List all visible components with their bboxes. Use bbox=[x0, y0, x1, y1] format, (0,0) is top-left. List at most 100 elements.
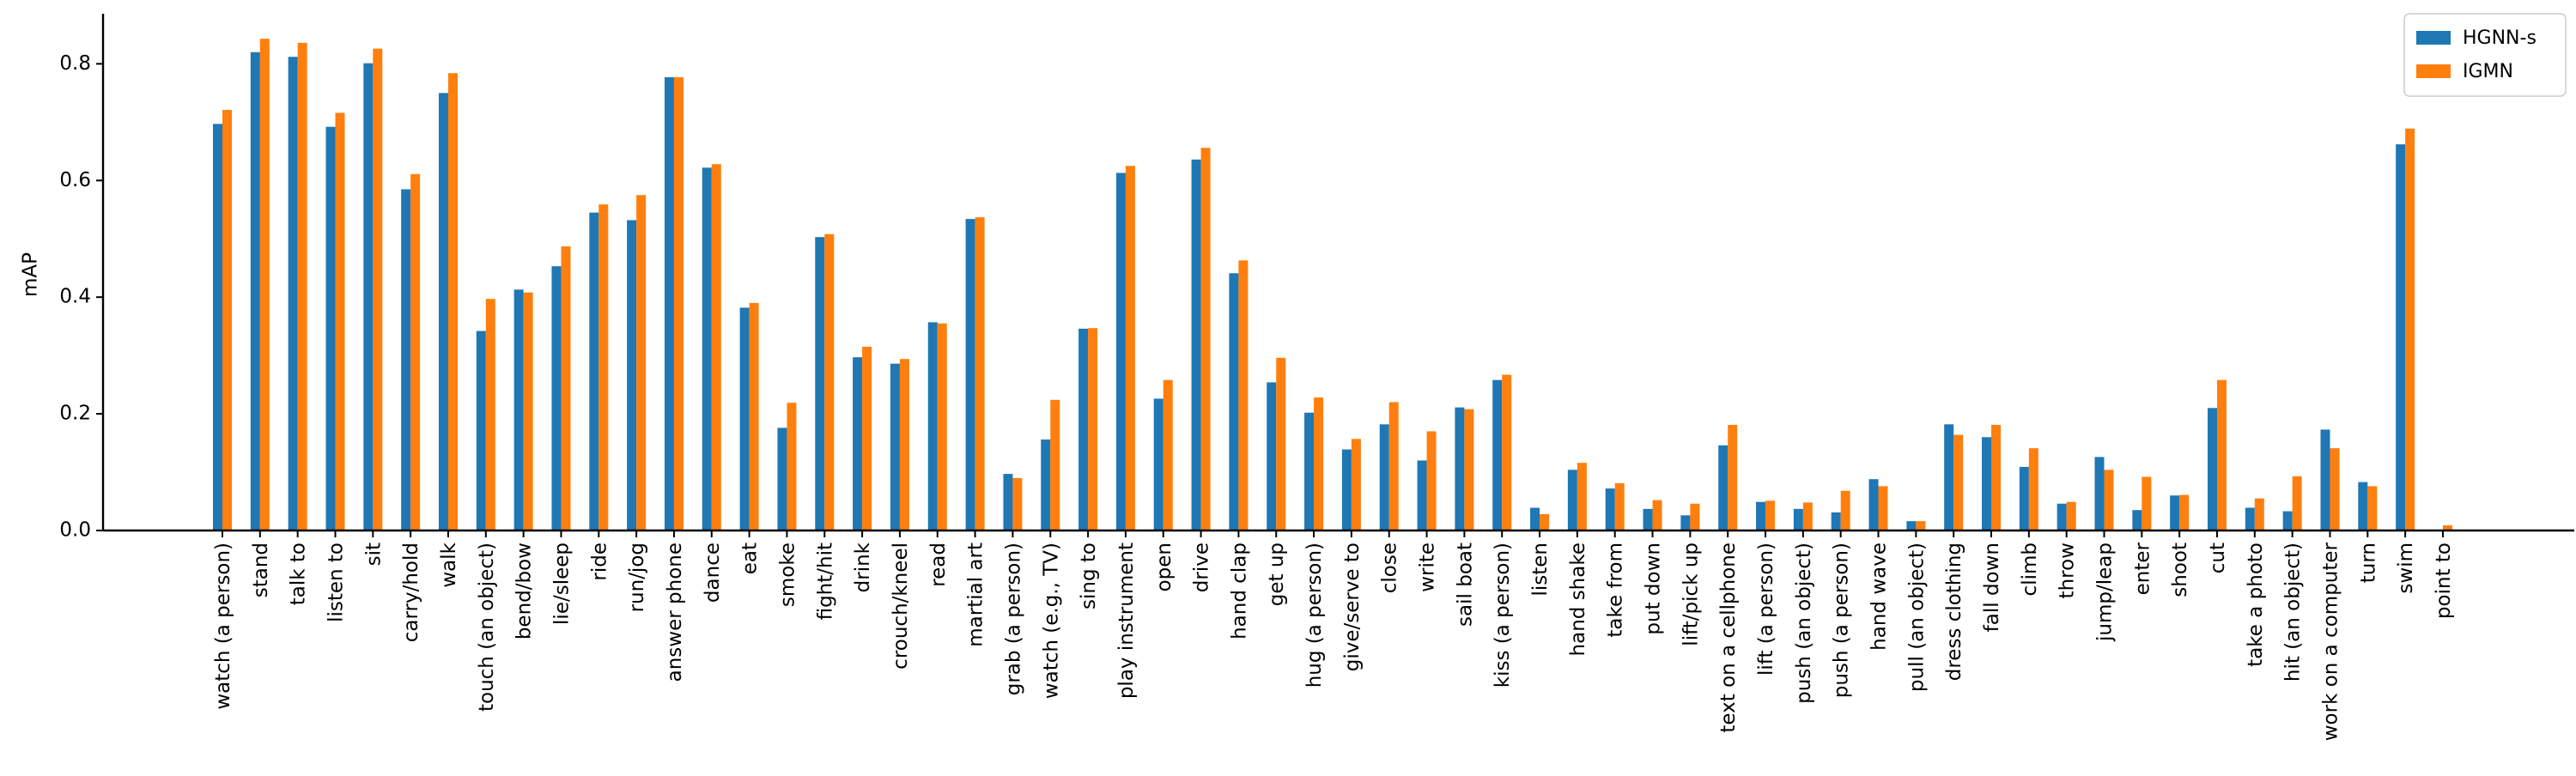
bar-igmn-hit-an-object bbox=[2292, 476, 2302, 530]
x-tick-label: swim bbox=[2395, 543, 2417, 594]
bar-igmn-answer-phone bbox=[673, 76, 683, 531]
bar-igmn-sing-to bbox=[1088, 328, 1098, 530]
x-tick-label: crouch/kneel bbox=[890, 543, 912, 670]
bar-hgnn-s-walk bbox=[438, 93, 448, 530]
bars-layer bbox=[213, 39, 2452, 531]
bar-igmn-eat bbox=[749, 302, 759, 530]
x-tick-label: put down bbox=[1643, 543, 1665, 635]
bar-hgnn-s-drive bbox=[1191, 159, 1201, 530]
bar-hgnn-s-play-instrument bbox=[1115, 173, 1126, 530]
bar-igmn-watch-e-g-tv bbox=[1050, 399, 1060, 530]
bar-igmn-lift-pick-up bbox=[1690, 503, 1700, 530]
bar-hgnn-s-get-up bbox=[1267, 382, 1277, 530]
x-tick-label: enter bbox=[2131, 542, 2154, 595]
x-tick-label: carry/hold bbox=[400, 543, 422, 642]
x-tick-label: take from bbox=[1605, 543, 1627, 638]
axes-layer bbox=[101, 14, 2574, 532]
y-axis-title: mAP bbox=[20, 252, 42, 297]
bar-igmn-kiss-a-person bbox=[1502, 374, 1512, 530]
ticks-layer: watch (a person) stand talk to listen to sit… bbox=[59, 52, 2455, 741]
bar-igmn-run-jog bbox=[636, 195, 647, 530]
legend-label-igmn: IGMN bbox=[2463, 61, 2513, 82]
bar-hgnn-s-lift-pick-up bbox=[1680, 515, 1691, 530]
bar-hgnn-s-text-on-a-cellphone bbox=[1718, 445, 1728, 530]
bar-igmn-crouch-kneel bbox=[899, 359, 909, 530]
x-tick-label: turn bbox=[2357, 543, 2379, 583]
bar-hgnn-s-push-a-person bbox=[1831, 512, 1841, 530]
bar-hgnn-s-write bbox=[1417, 460, 1427, 530]
bar-hgnn-s-listen bbox=[1530, 507, 1540, 530]
x-tick-label: lift/pick up bbox=[1680, 543, 1702, 646]
bar-hgnn-s-throw bbox=[2057, 503, 2067, 530]
bar-hgnn-s-fall-down bbox=[1982, 437, 1992, 530]
bar-hgnn-s-swim bbox=[2396, 144, 2406, 530]
bar-igmn-swim bbox=[2405, 128, 2415, 531]
bar-igmn-talk-to bbox=[297, 42, 307, 530]
bar-hgnn-s-put-down bbox=[1643, 508, 1653, 530]
bar-igmn-bend-bow bbox=[523, 292, 533, 530]
bar-igmn-read bbox=[937, 323, 947, 530]
bar-hgnn-s-carry-hold bbox=[401, 189, 411, 530]
bar-igmn-turn bbox=[2367, 486, 2378, 530]
bar-hgnn-s-sail-boat bbox=[1455, 407, 1465, 530]
x-tick-label: drink bbox=[852, 542, 874, 592]
x-tick-label: get up bbox=[1266, 543, 1288, 606]
x-tick-label: read bbox=[927, 543, 950, 587]
x-tick-label: martial art bbox=[965, 543, 987, 647]
bar-hgnn-s-cut bbox=[2207, 408, 2217, 530]
bar-hgnn-s-sing-to bbox=[1078, 328, 1089, 530]
x-tick-label: fight/hit bbox=[814, 543, 836, 620]
bar-igmn-put-down bbox=[1652, 500, 1662, 530]
bar-igmn-throw bbox=[2066, 501, 2076, 530]
x-tick-label: listen bbox=[1529, 543, 1552, 597]
bar-hgnn-s-eat bbox=[739, 307, 750, 530]
bar-igmn-open bbox=[1163, 379, 1173, 530]
bar-igmn-listen-to bbox=[335, 112, 345, 530]
x-tick-label: push (an object) bbox=[1793, 543, 1815, 704]
x-tick-label: jump/leap bbox=[2094, 543, 2117, 642]
bar-hgnn-s-fight-hit bbox=[815, 237, 825, 530]
bar-hgnn-s-smoke bbox=[777, 427, 787, 530]
bar-igmn-stand bbox=[259, 39, 270, 530]
bar-hgnn-s-listen-to bbox=[325, 126, 336, 530]
bar-igmn-lift-a-person bbox=[1765, 500, 1776, 530]
bar-igmn-grab-a-person bbox=[1012, 477, 1023, 530]
x-tick-label: pull (an object) bbox=[1905, 543, 1928, 692]
x-tick-label: dress clothing bbox=[1943, 543, 1965, 681]
bar-hgnn-s-watch-a-person bbox=[213, 124, 222, 531]
bar-igmn-push-a-person bbox=[1840, 490, 1850, 530]
legend-swatch-igmn bbox=[2416, 64, 2451, 78]
bar-igmn-dance bbox=[711, 164, 721, 530]
x-tick-label: drive bbox=[1191, 543, 1213, 592]
x-tick-label: stand bbox=[250, 543, 272, 597]
x-tick-label: shoot bbox=[2169, 543, 2191, 597]
x-tick-label: push (a person) bbox=[1831, 543, 1853, 698]
bar-igmn-give-serve-to bbox=[1351, 439, 1361, 530]
x-tick-label: kiss (a person) bbox=[1492, 543, 1514, 688]
bar-igmn-point-to bbox=[2442, 524, 2452, 530]
bar-igmn-shoot bbox=[2179, 494, 2190, 530]
bar-hgnn-s-jump-leap bbox=[2094, 457, 2105, 530]
y-tick-label: 0.4 bbox=[59, 286, 91, 308]
x-tick-label: grab (a person) bbox=[1002, 543, 1024, 695]
bar-igmn-martial-art bbox=[975, 217, 985, 530]
bar-igmn-cut bbox=[2216, 379, 2227, 530]
y-tick-label: 0.2 bbox=[59, 403, 91, 425]
bar-igmn-smoke bbox=[787, 403, 797, 530]
bar-igmn-listen bbox=[1540, 513, 1550, 530]
bar-hgnn-s-dress-clothing bbox=[1944, 424, 1954, 530]
bar-igmn-touch-an-object bbox=[485, 299, 495, 530]
bar-hgnn-s-answer-phone bbox=[664, 76, 674, 531]
bar-hgnn-s-talk-to bbox=[288, 57, 298, 530]
bar-igmn-lie-sleep bbox=[561, 246, 571, 530]
bar-hgnn-s-take-a-photo bbox=[2245, 507, 2255, 530]
x-tick-label: smoke bbox=[776, 543, 799, 607]
bar-hgnn-s-read bbox=[927, 322, 938, 530]
bar-igmn-drive bbox=[1200, 148, 1211, 530]
bar-igmn-hug-a-person bbox=[1314, 397, 1324, 530]
bar-igmn-write bbox=[1426, 431, 1437, 530]
bar-hgnn-s-lie-sleep bbox=[551, 266, 562, 530]
x-tick-label: bend/bow bbox=[513, 543, 536, 640]
x-tick-label: sing to bbox=[1078, 543, 1100, 609]
